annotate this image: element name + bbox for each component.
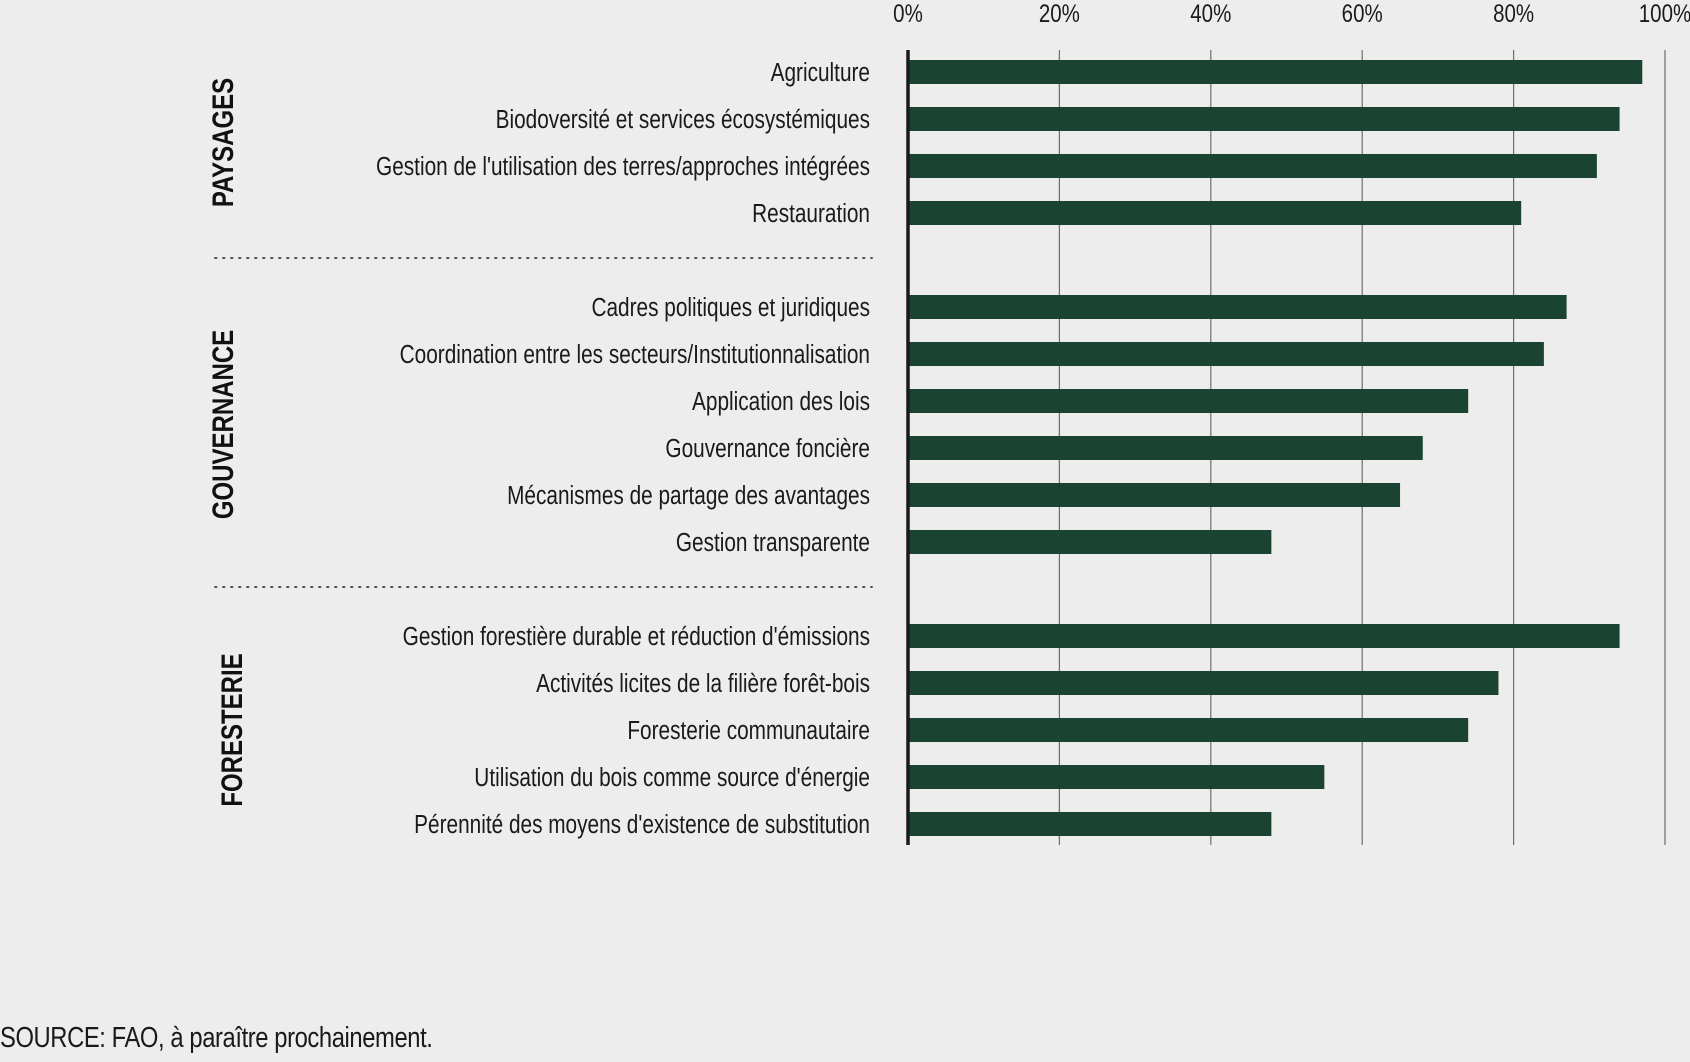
bar-category-label: Application des lois — [692, 387, 870, 416]
bar-category-label: Biodoversité et services écosystémiques — [496, 105, 870, 134]
bar-category-label: Gestion de l'utilisation des terres/appr… — [376, 152, 870, 181]
bar-category-label: Gestion transparente — [676, 528, 870, 557]
bar — [908, 671, 1499, 695]
category-labels: Agriculture Biodoversité et services écos… — [376, 58, 870, 839]
bars — [908, 60, 1643, 836]
bar — [908, 483, 1401, 507]
x-tick-label: 0% — [893, 0, 923, 27]
bar-category-label: Gouvernance foncière — [665, 434, 870, 463]
x-tick-label: 40% — [1190, 0, 1231, 27]
x-tick-label: 80% — [1493, 0, 1534, 27]
x-axis-ticks: 0% 20% 40% 60% 80% 100% — [893, 0, 1690, 27]
bar-category-label: Restauration — [752, 199, 870, 228]
x-tick-label: 20% — [1039, 0, 1080, 27]
group-label: FORESTERIE — [214, 653, 248, 806]
source-note: SOURCE: FAO, à paraître prochainement. — [0, 1022, 433, 1054]
bar — [908, 624, 1620, 648]
group-labels: PAYSAGES GOUVERNANCE FORESTERIE — [205, 78, 873, 807]
bar — [908, 201, 1522, 225]
bar — [908, 295, 1567, 319]
bar — [908, 154, 1597, 178]
bar — [908, 765, 1325, 789]
group-label: PAYSAGES — [205, 78, 239, 207]
bar-category-label: Coordination entre les secteurs/Institut… — [400, 340, 870, 369]
bar-category-label: Activités licites de la filière forêt-bo… — [536, 669, 870, 698]
bar-category-label: Pérennité des moyens d'existence de subs… — [414, 810, 870, 839]
bar — [908, 530, 1272, 554]
bar — [908, 389, 1469, 413]
bar-category-label: Cadres politiques et juridiques — [591, 293, 870, 322]
bar-category-label: Agriculture — [771, 58, 870, 87]
x-tick-label: 100% — [1639, 0, 1690, 27]
bar — [908, 342, 1544, 366]
bar-category-label: Utilisation du bois comme source d'énerg… — [474, 763, 870, 792]
bar — [908, 812, 1272, 836]
bar-category-label: Gestion forestière durable et réduction … — [403, 622, 870, 651]
x-tick-label: 60% — [1342, 0, 1383, 27]
bar — [908, 436, 1423, 460]
bar-category-label: Mécanismes de partage des avantages — [507, 481, 870, 510]
bar — [908, 107, 1620, 131]
bar — [908, 718, 1469, 742]
bar-category-label: Foresterie communautaire — [627, 716, 870, 745]
bar — [908, 60, 1643, 84]
group-label: GOUVERNANCE — [205, 330, 239, 519]
